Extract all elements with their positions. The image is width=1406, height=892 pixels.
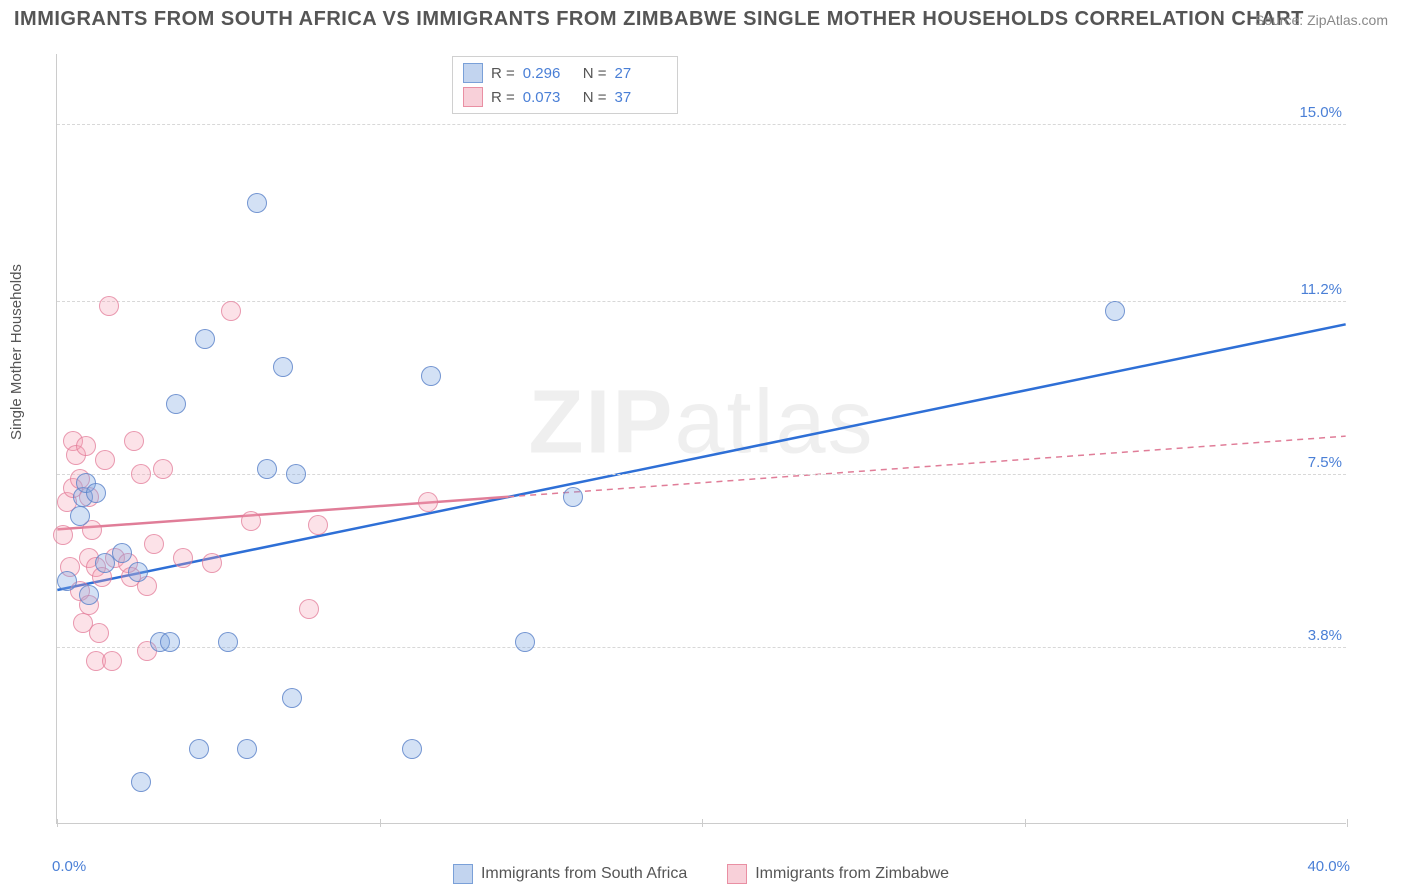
gridline	[57, 647, 1346, 648]
scatter-point	[57, 571, 77, 591]
scatter-point	[402, 739, 422, 759]
scatter-point	[70, 506, 90, 526]
swatch-blue-icon	[453, 864, 473, 884]
scatter-point	[112, 543, 132, 563]
legend-item-pink: Immigrants from Zimbabwe	[727, 864, 949, 884]
legend-row-pink: R = 0.073 N = 37	[463, 85, 667, 109]
scatter-point	[286, 464, 306, 484]
scatter-point	[153, 459, 173, 479]
scatter-point	[53, 525, 73, 545]
scatter-point	[189, 739, 209, 759]
scatter-point	[421, 366, 441, 386]
x-tick	[57, 819, 58, 827]
x-tick	[1347, 819, 1348, 827]
scatter-point	[195, 329, 215, 349]
gridline	[57, 124, 1346, 125]
y-axis-title: Single Mother Households	[8, 264, 25, 440]
scatter-point	[86, 483, 106, 503]
source-label: Source: ZipAtlas.com	[1255, 12, 1388, 28]
scatter-point	[563, 487, 583, 507]
series-legend: Immigrants from South Africa Immigrants …	[56, 864, 1346, 884]
scatter-point	[166, 394, 186, 414]
scatter-point	[131, 772, 151, 792]
legend-pink-label: Immigrants from Zimbabwe	[755, 865, 949, 883]
legend-row-blue: R = 0.296 N = 27	[463, 61, 667, 85]
scatter-point	[89, 623, 109, 643]
y-tick-label: 3.8%	[1308, 627, 1342, 644]
scatter-point	[221, 301, 241, 321]
gridline	[57, 301, 1346, 302]
scatter-point	[79, 585, 99, 605]
legend-item-blue: Immigrants from South Africa	[453, 864, 687, 884]
watermark: ZIPatlas	[528, 372, 874, 475]
scatter-point	[257, 459, 277, 479]
scatter-point	[273, 357, 293, 377]
stats-legend: R = 0.296 N = 27 R = 0.073 N = 37	[452, 56, 678, 114]
scatter-point	[282, 688, 302, 708]
scatter-point	[173, 548, 193, 568]
swatch-pink-icon	[463, 87, 483, 107]
x-tick	[1025, 819, 1026, 827]
scatter-point	[237, 739, 257, 759]
scatter-point	[299, 599, 319, 619]
scatter-point	[247, 193, 267, 213]
chart-title: IMMIGRANTS FROM SOUTH AFRICA VS IMMIGRAN…	[14, 8, 1304, 31]
scatter-point	[308, 515, 328, 535]
scatter-point	[418, 492, 438, 512]
scatter-point	[1105, 301, 1125, 321]
x-tick	[380, 819, 381, 827]
scatter-point	[99, 296, 119, 316]
swatch-blue-icon	[463, 63, 483, 83]
scatter-point	[131, 464, 151, 484]
scatter-point	[202, 553, 222, 573]
legend-blue-label: Immigrants from South Africa	[481, 865, 687, 883]
scatter-point	[95, 450, 115, 470]
swatch-pink-icon	[727, 864, 747, 884]
scatter-point	[144, 534, 164, 554]
scatter-point	[128, 562, 148, 582]
x-tick	[702, 819, 703, 827]
y-tick-label: 11.2%	[1301, 281, 1342, 298]
gridline	[57, 474, 1346, 475]
plot-area: ZIPatlas R = 0.296 N = 27 R = 0.073 N = …	[56, 54, 1346, 824]
scatter-point	[515, 632, 535, 652]
scatter-point	[241, 511, 261, 531]
y-tick-label: 7.5%	[1308, 454, 1342, 471]
scatter-point	[218, 632, 238, 652]
scatter-point	[76, 436, 96, 456]
scatter-point	[160, 632, 180, 652]
scatter-point	[124, 431, 144, 451]
y-tick-label: 15.0%	[1299, 104, 1342, 121]
scatter-point	[102, 651, 122, 671]
